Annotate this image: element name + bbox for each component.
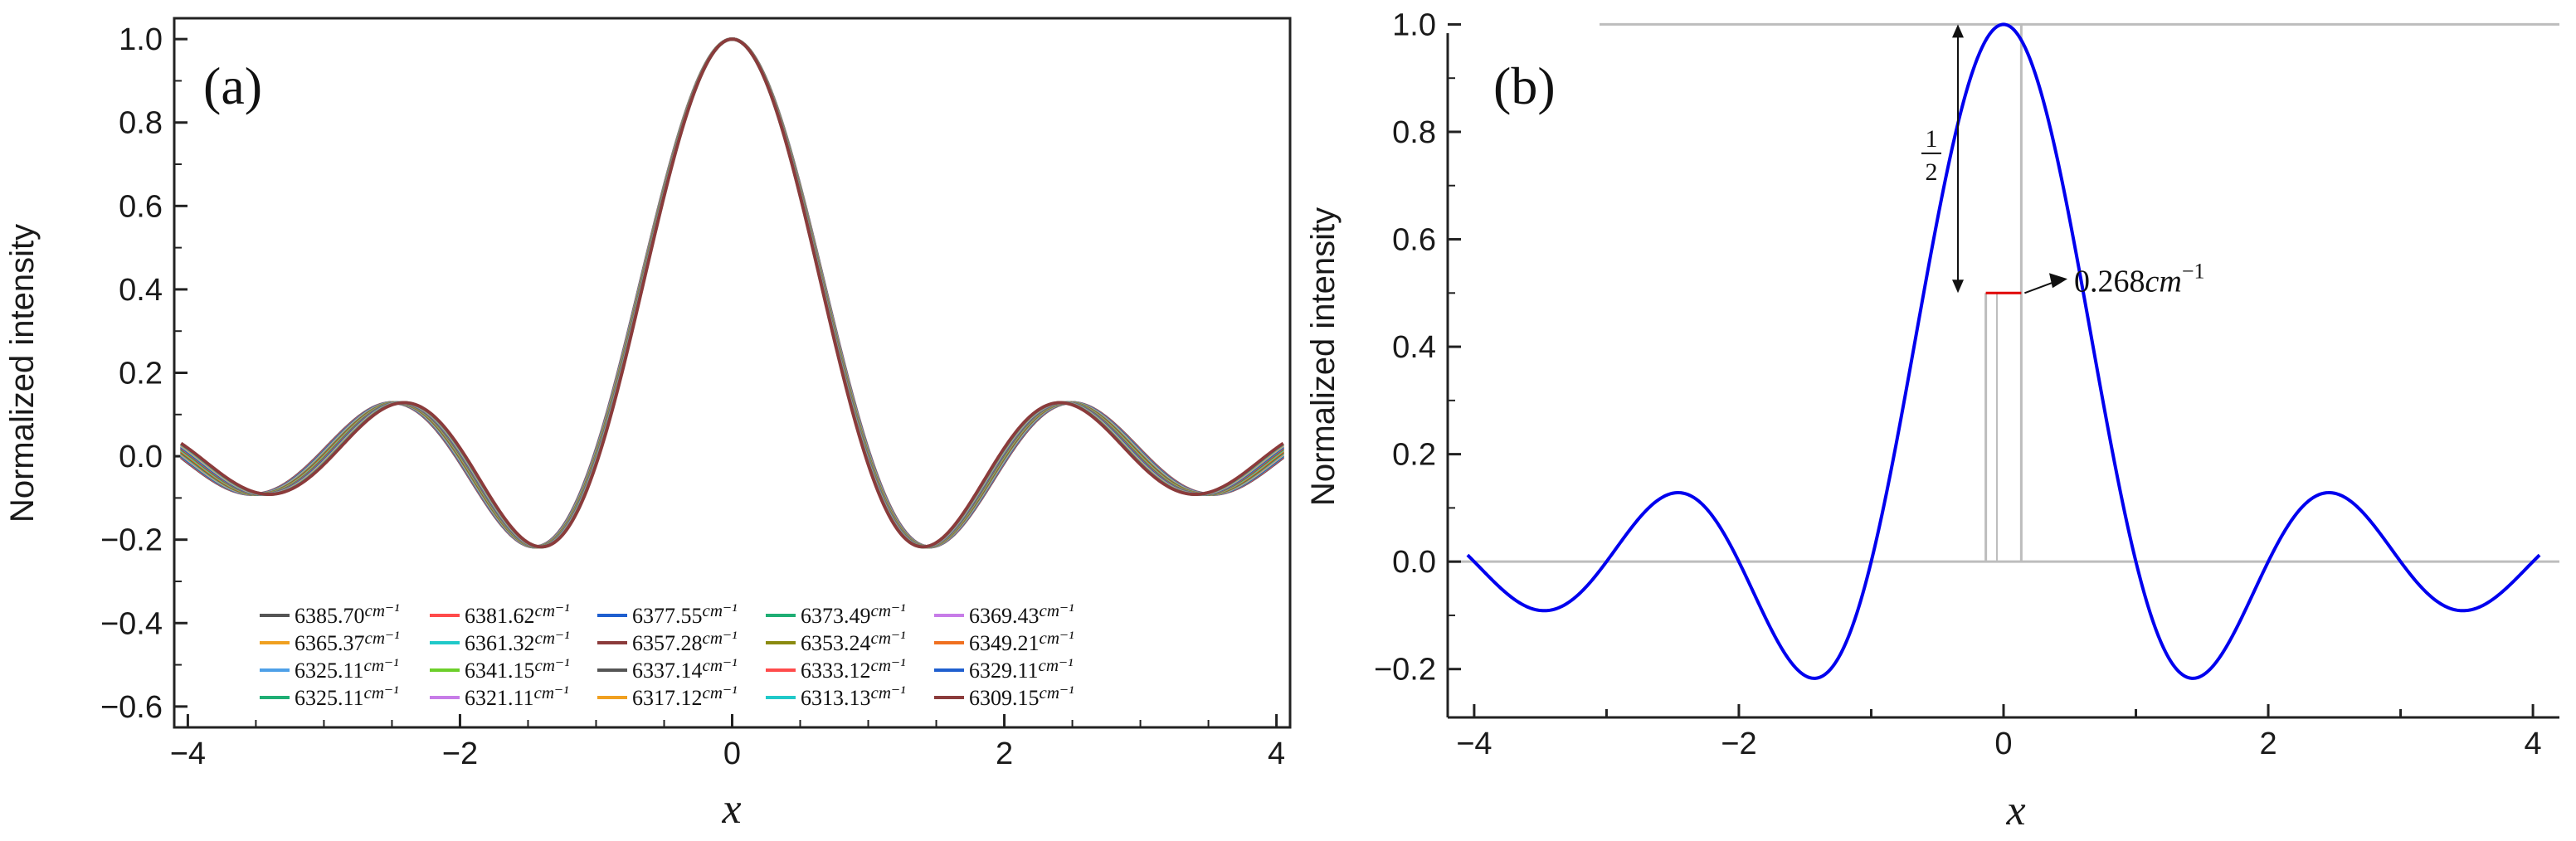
series-line	[179, 37, 1285, 549]
panel-a-y-axis-title: Normalized intensity	[4, 224, 41, 523]
panel-b-y-axis-title: Normalized intensity	[1305, 207, 1342, 506]
legend-entry: 6353.24cm⁻¹	[801, 628, 905, 655]
panel-a-legend: 6385.70cm⁻¹ 6381.62cm⁻¹ 6377.55cm⁻¹ 6373.49…	[260, 600, 1074, 710]
series-line	[179, 37, 1285, 549]
y-tick-label: 0.4	[1392, 330, 1436, 365]
panel-b-annotation: 1 2 0.268cm−1	[1921, 24, 2204, 299]
legend-entry: 6365.37cm⁻¹	[295, 628, 399, 655]
series-line	[179, 37, 1285, 549]
legend-entry: 6385.70cm⁻¹	[295, 600, 399, 628]
panel-b-x-axis-title: x	[2005, 787, 2025, 834]
x-tick-label: −2	[442, 736, 478, 771]
legend-entry: 6357.28cm⁻¹	[632, 628, 737, 655]
legend-entry: 6317.12cm⁻¹	[632, 683, 737, 710]
series-line	[180, 37, 1284, 549]
series-line	[180, 37, 1284, 549]
series-line	[180, 37, 1284, 549]
series-line	[180, 37, 1284, 549]
fraction-denominator: 2	[1926, 158, 1938, 186]
panel-b-reference-lines	[1448, 22, 2559, 563]
legend-entry: 6373.49cm⁻¹	[801, 600, 905, 628]
series-line	[180, 37, 1284, 549]
y-tick-label: 0.8	[119, 106, 163, 141]
series-line	[180, 37, 1284, 549]
y-tick-label: 0.2	[1392, 438, 1436, 473]
y-tick-label: 0.6	[119, 189, 163, 224]
x-tick-label: 4	[1268, 736, 1285, 771]
fwhm-pointer-head	[2049, 273, 2067, 289]
x-tick-label: −4	[170, 736, 206, 771]
half-arrow-head-bottom	[1952, 280, 1964, 294]
y-tick-label: 0.2	[119, 357, 163, 391]
series-line	[180, 37, 1284, 549]
legend-entry: 6337.14cm⁻¹	[632, 655, 737, 683]
y-tick-label: 0.4	[119, 273, 163, 308]
series-line	[1466, 22, 2541, 680]
series-line	[180, 37, 1284, 549]
series-line	[180, 37, 1284, 549]
panel-a-chart: −0.6 −0.4 −0.2 0.0 0.2 0.4 0.6 0.8 1.0 −4 −2 0 2 4 63…	[4, 17, 1292, 833]
y-tick-label: 0.8	[1392, 115, 1436, 150]
legend-entry: 6341.15cm⁻¹	[465, 655, 569, 683]
fraction-numerator: 1	[1926, 125, 1938, 153]
panel-b-curves	[1466, 22, 2541, 680]
y-tick-label: 1.0	[119, 22, 163, 57]
panel-b-label: (b)	[1493, 56, 1556, 115]
series-line	[180, 37, 1284, 549]
x-tick-label: −4	[1456, 727, 1492, 761]
legend-entry: 6369.43cm⁻¹	[969, 600, 1074, 628]
y-tick-label: 0.0	[1392, 545, 1436, 580]
legend-entry: 6333.12cm⁻¹	[801, 655, 905, 683]
y-tick-label: −0.6	[100, 690, 163, 725]
y-tick-label: −0.2	[100, 523, 163, 558]
x-tick-label: 0	[723, 736, 741, 771]
y-tick-label: −0.4	[100, 606, 163, 641]
series-line	[179, 37, 1285, 549]
legend-entry: 6329.11cm⁻¹	[969, 655, 1073, 683]
series-line	[180, 37, 1284, 549]
legend-entry: 6361.32cm⁻¹	[465, 628, 569, 655]
y-tick-label: −0.2	[1374, 653, 1436, 688]
legend-entry: 6377.55cm⁻¹	[632, 600, 737, 628]
x-tick-label: 0	[1994, 727, 2012, 761]
legend-entry: 6381.62cm⁻¹	[465, 600, 569, 628]
legend-entry: 6313.13cm⁻¹	[801, 683, 905, 710]
y-tick-label: 0.0	[119, 440, 163, 474]
x-tick-label: 2	[2259, 727, 2277, 761]
x-tick-label: 4	[2525, 727, 2542, 761]
panel-b-chart: −0.2 0.0 0.2 0.4 0.6 0.8 1.0 −4 −2 0 2 4 1 2 0.268cm−…	[1305, 7, 2559, 834]
legend-entry: 6321.11cm⁻¹	[465, 683, 568, 710]
series-line	[180, 37, 1284, 549]
half-arrow-head-top	[1952, 24, 1964, 38]
legend-entry: 6325.11cm⁻¹	[295, 683, 398, 710]
legend-entry: 6309.15cm⁻¹	[969, 683, 1074, 710]
series-line	[180, 37, 1284, 549]
x-tick-label: −2	[1721, 727, 1756, 761]
x-tick-label: 2	[996, 736, 1013, 771]
y-tick-label: 1.0	[1392, 7, 1436, 42]
panel-a-curves	[179, 37, 1285, 549]
panel-a-label: (a)	[203, 56, 262, 115]
legend-entry: 6349.21cm⁻¹	[969, 628, 1074, 655]
panel-a-x-axis-title: x	[721, 785, 741, 833]
legend-entry: 6325.11cm⁻¹	[295, 655, 398, 683]
series-line	[180, 37, 1284, 549]
fwhm-label: 0.268cm−1	[2074, 259, 2204, 299]
y-tick-label: 0.6	[1392, 223, 1436, 258]
panel-b-ticks: −0.2 0.0 0.2 0.4 0.6 0.8 1.0 −4 −2 0 2 4	[1374, 7, 2559, 761]
fwhm-pointer	[2024, 280, 2057, 294]
panel-a-ticks: −0.6 −0.4 −0.2 0.0 0.2 0.4 0.6 0.8 1.0 −4 −2 0 2 4	[100, 22, 1285, 771]
series-line	[180, 37, 1284, 549]
series-line	[179, 37, 1285, 549]
